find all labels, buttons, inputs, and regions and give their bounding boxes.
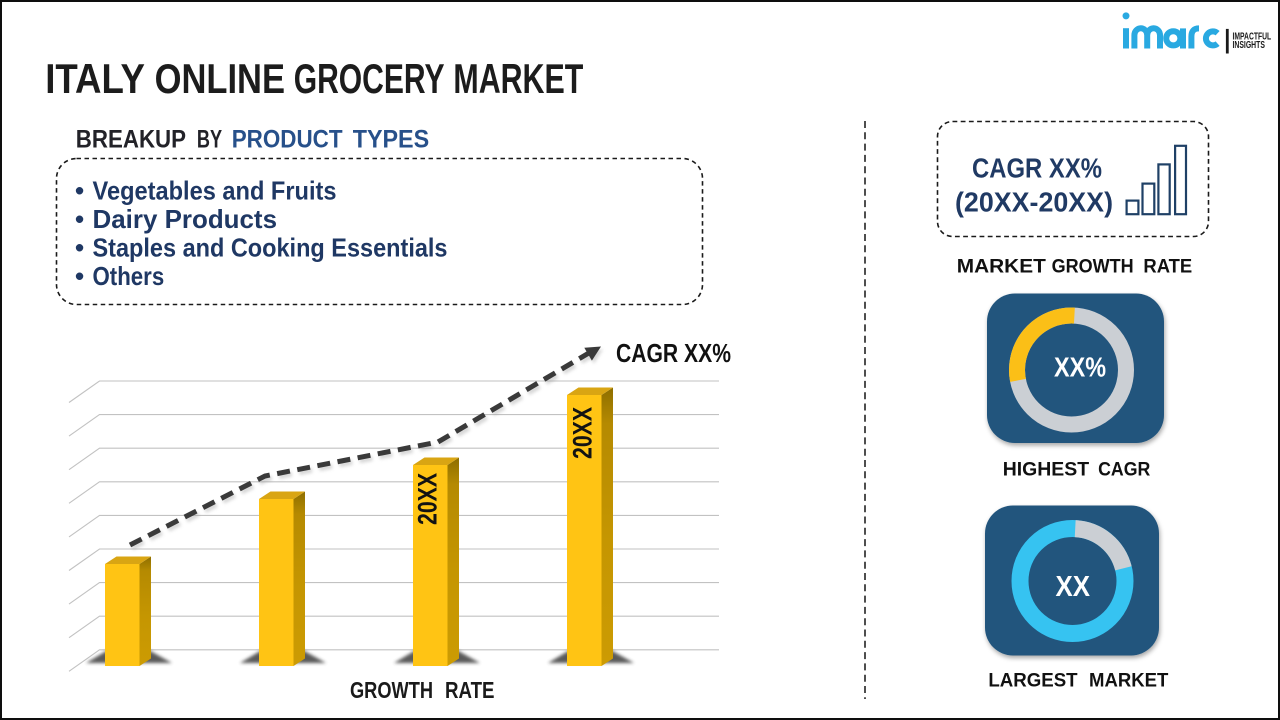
svg-text:ONLINE: ONLINE bbox=[155, 55, 285, 102]
svg-text:MARKET: MARKET bbox=[453, 55, 583, 102]
svg-text:MARKET: MARKET bbox=[1089, 669, 1168, 691]
svg-text:20XX: 20XX bbox=[568, 407, 598, 459]
svg-text:ITALY: ITALY bbox=[45, 55, 145, 102]
svg-text:PRODUCT: PRODUCT bbox=[232, 126, 343, 153]
svg-text:RATE: RATE bbox=[1143, 255, 1192, 277]
svg-text:INSIGHTS: INSIGHTS bbox=[1233, 40, 1266, 51]
svg-text:Others: Others bbox=[93, 261, 165, 291]
svg-text:LARGEST: LARGEST bbox=[988, 669, 1077, 691]
svg-text:GROCERY: GROCERY bbox=[294, 55, 445, 102]
svg-text:Staples and Cooking Essentials: Staples and Cooking Essentials bbox=[93, 233, 448, 263]
svg-text:(20XX-20XX): (20XX-20XX) bbox=[955, 187, 1113, 218]
svg-text:Vegetables and Fruits: Vegetables and Fruits bbox=[93, 175, 337, 205]
svg-text:TYPES: TYPES bbox=[353, 126, 430, 153]
svg-text:•: • bbox=[75, 175, 84, 205]
svg-text:XX: XX bbox=[1056, 571, 1091, 603]
svg-text:20XX: 20XX bbox=[413, 473, 443, 525]
svg-text:GROWTH: GROWTH bbox=[1052, 255, 1134, 277]
svg-text:CAGR: CAGR bbox=[1098, 459, 1150, 481]
svg-text:BY: BY bbox=[197, 126, 223, 153]
svg-text:•: • bbox=[75, 261, 84, 291]
svg-text:XX%: XX% bbox=[1054, 352, 1106, 383]
svg-text:RATE: RATE bbox=[445, 677, 495, 703]
svg-text:BREAKUP: BREAKUP bbox=[76, 126, 186, 153]
svg-text:•: • bbox=[75, 204, 84, 234]
svg-text:GROWTH: GROWTH bbox=[350, 677, 433, 703]
svg-text:MARKET: MARKET bbox=[957, 255, 1046, 277]
svg-text:Dairy Products: Dairy Products bbox=[93, 204, 278, 234]
svg-text:IMPACTFUL: IMPACTFUL bbox=[1233, 32, 1272, 43]
svg-text:CAGR XX%: CAGR XX% bbox=[972, 153, 1102, 184]
svg-text:CAGR XX%: CAGR XX% bbox=[616, 338, 731, 368]
svg-text:•: • bbox=[75, 233, 84, 263]
svg-text:HIGHEST: HIGHEST bbox=[1003, 459, 1089, 481]
